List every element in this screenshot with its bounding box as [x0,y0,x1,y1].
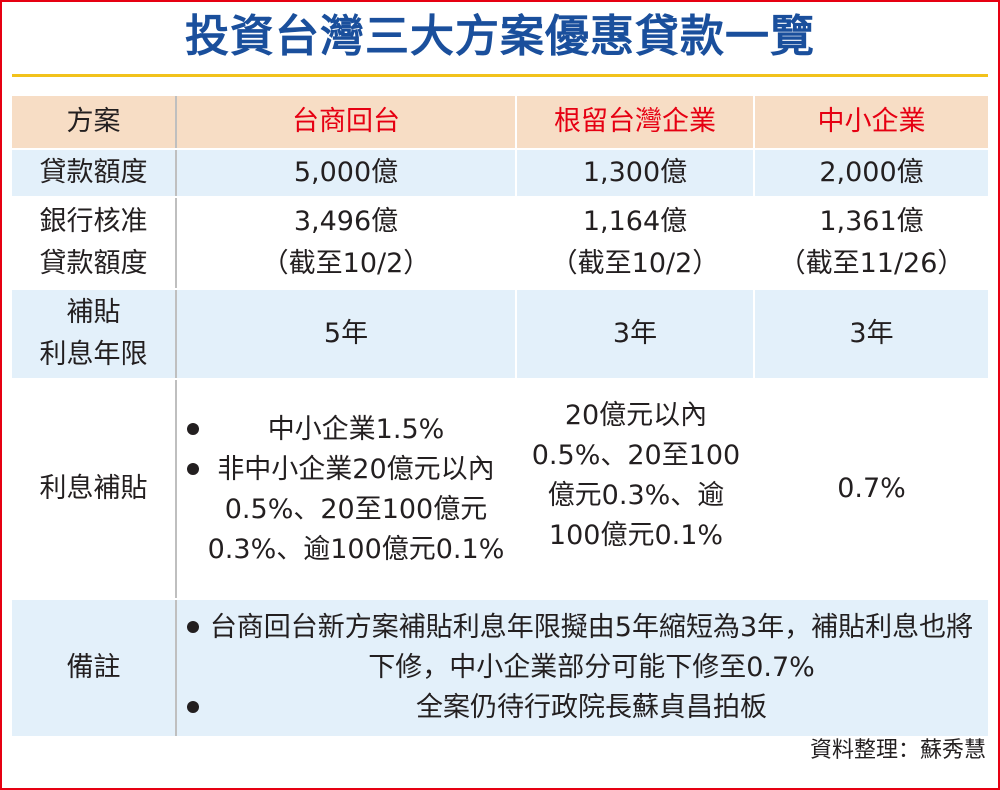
row-label-notes: 備註 [12,599,177,738]
bullet-icon [187,621,199,633]
list-item: 全案仍待行政院長蘇貞昌拍板 [185,688,978,728]
title-underline [12,74,988,77]
comparison-table: 方案 台商回台 根留台灣企業 中小企業 貸款額度 5,000億 1,300億 2… [12,96,988,738]
row-label-approved: 銀行核准 貸款額度 [12,197,177,290]
approved-taishang: 3,496億 （截至10/2） [176,197,517,290]
plan-header-rooted: 根留台灣企業 [516,96,755,150]
approved-rooted: 1,164億 （截至10/2） [516,197,755,290]
interest-taishang-bullet-1: 中小企業1.5% [267,414,445,445]
row-label-approved-line2: 貸款額度 [39,248,148,279]
approved-sme: 1,361億 （截至11/26） [754,197,988,290]
loan-amount-row: 貸款額度 5,000億 1,300億 2,000億 [12,149,988,198]
interest-sme: 0.7% [754,379,988,600]
interest-row: 利息補貼 中小企業1.5% 非中小企業20億元以內0.5%、20至100億元0.… [12,379,988,600]
plan-header-taishang: 台商回台 [176,96,517,150]
row-label-subsidy-years: 補貼 利息年限 [12,289,177,380]
plan-header-sme: 中小企業 [754,96,988,150]
approved-value: 1,164億 [582,206,688,237]
list-item: 非中小企業20億元以內0.5%、20至100億元0.3%、逾100億元0.1% [185,450,507,570]
approved-asof: （截至11/26） [778,248,965,279]
notes-bullet-1: 台商回台新方案補貼利息年限擬由5年縮短為3年，補貼利息也將下修，中小企業部分可能… [209,612,974,683]
subsidy-years-rooted: 3年 [516,289,755,380]
source-credit: 資料整理：蘇秀慧 [809,738,986,763]
approved-asof: （截至10/2） [261,248,431,279]
row-label-loan-amount: 貸款額度 [12,149,177,198]
list-item: 中小企業1.5% [185,410,507,450]
header-row: 方案 台商回台 根留台灣企業 中小企業 [12,96,988,150]
row-label-interest: 利息補貼 [12,379,177,600]
row-label-approved-line1: 銀行核准 [39,206,148,237]
approved-row: 銀行核准 貸款額度 3,496億 （截至10/2） 1,164億 （截至10/2… [12,197,988,290]
loan-amount-taishang: 5,000億 [176,149,517,198]
list-item: 台商回台新方案補貼利息年限擬由5年縮短為3年，補貼利息也將下修，中小企業部分可能… [185,608,978,688]
interest-rooted: 20億元以內0.5%、20至100億元0.3%、逾100億元0.1% [516,379,755,600]
notes-row: 備註 台商回台新方案補貼利息年限擬由5年縮短為3年，補貼利息也將下修，中小企業部… [12,599,988,738]
interest-taishang: 中小企業1.5% 非中小企業20億元以內0.5%、20至100億元0.3%、逾1… [176,379,517,600]
approved-value: 1,361億 [819,206,924,237]
subsidy-years-sme: 3年 [754,289,988,380]
approved-asof: （截至10/2） [550,248,720,279]
bullet-icon [187,463,199,475]
loan-amount-rooted: 1,300億 [516,149,755,198]
row-label-subsidy-years-line2: 利息年限 [39,339,148,370]
interest-taishang-bullet-2: 非中小企業20億元以內0.5%、20至100億元0.3%、逾100億元0.1% [207,454,505,565]
bullet-icon [187,701,199,713]
notes-content: 台商回台新方案補貼利息年限擬由5年縮短為3年，補貼利息也將下修，中小企業部分可能… [176,599,988,738]
bullet-icon [187,423,199,435]
approved-value: 3,496億 [293,206,399,237]
subsidy-years-taishang: 5年 [176,289,517,380]
loan-amount-sme: 2,000億 [754,149,988,198]
page-title: 投資台灣三大方案優惠貸款一覽 [185,11,815,62]
notes-bullet-2: 全案仍待行政院長蘇貞昌拍板 [416,692,767,723]
subsidy-years-row: 補貼 利息年限 5年 3年 3年 [12,289,988,380]
row-label-subsidy-years-line1: 補貼 [66,297,121,328]
header-label: 方案 [12,96,177,150]
